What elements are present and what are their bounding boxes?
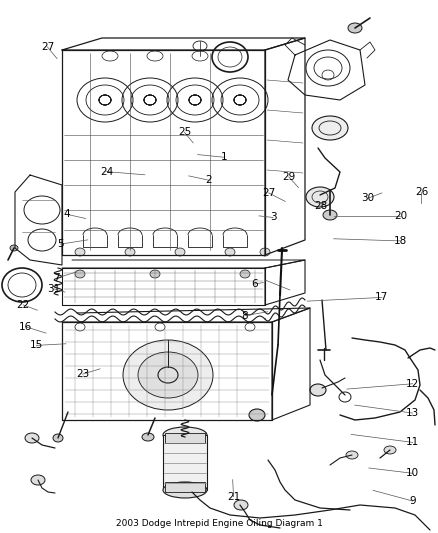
Ellipse shape — [311, 116, 347, 140]
Ellipse shape — [322, 210, 336, 220]
Text: 17: 17 — [374, 293, 388, 302]
Text: 29: 29 — [282, 172, 295, 182]
Text: 25: 25 — [177, 127, 191, 137]
Ellipse shape — [233, 500, 247, 510]
Text: 22: 22 — [17, 300, 30, 310]
Ellipse shape — [383, 446, 395, 454]
Ellipse shape — [248, 409, 265, 421]
Text: 27: 27 — [41, 42, 54, 52]
Text: 10: 10 — [405, 469, 418, 478]
Text: 18: 18 — [393, 236, 406, 246]
Text: 7: 7 — [53, 273, 60, 283]
Text: 9: 9 — [408, 496, 415, 506]
Ellipse shape — [75, 270, 85, 278]
Ellipse shape — [347, 23, 361, 33]
Ellipse shape — [31, 475, 45, 485]
Text: 27: 27 — [261, 188, 275, 198]
Ellipse shape — [345, 451, 357, 459]
Ellipse shape — [225, 248, 234, 256]
Text: 21: 21 — [226, 492, 240, 502]
Text: 8: 8 — [241, 311, 248, 320]
Ellipse shape — [309, 384, 325, 396]
Ellipse shape — [125, 248, 135, 256]
Text: 6: 6 — [251, 279, 258, 289]
Ellipse shape — [259, 248, 269, 256]
Text: 16: 16 — [19, 322, 32, 332]
Ellipse shape — [10, 245, 18, 251]
Ellipse shape — [138, 352, 198, 398]
Text: 1: 1 — [220, 152, 227, 162]
Text: 2: 2 — [205, 175, 212, 185]
Ellipse shape — [150, 270, 159, 278]
Ellipse shape — [75, 248, 85, 256]
Text: 3: 3 — [269, 213, 276, 222]
Text: 4: 4 — [63, 209, 70, 219]
Ellipse shape — [175, 248, 184, 256]
Bar — [162, 435, 207, 490]
Text: 11: 11 — [405, 438, 418, 447]
Ellipse shape — [53, 434, 63, 442]
Text: 24: 24 — [100, 167, 113, 176]
Text: 30: 30 — [360, 193, 374, 203]
Text: 28: 28 — [313, 201, 326, 211]
Ellipse shape — [162, 427, 207, 443]
Text: 26: 26 — [414, 187, 427, 197]
Ellipse shape — [141, 433, 154, 441]
Bar — [165, 482, 205, 492]
Ellipse shape — [123, 340, 212, 410]
Ellipse shape — [305, 187, 333, 207]
Bar — [165, 433, 205, 443]
Text: 12: 12 — [405, 379, 418, 389]
Text: 23: 23 — [76, 369, 89, 379]
Text: 5: 5 — [57, 239, 64, 249]
Ellipse shape — [162, 482, 207, 498]
Text: 2003 Dodge Intrepid Engine Oiling Diagram 1: 2003 Dodge Intrepid Engine Oiling Diagra… — [115, 519, 321, 528]
Ellipse shape — [25, 433, 39, 443]
Text: 15: 15 — [30, 341, 43, 350]
Text: 20: 20 — [393, 211, 406, 221]
Text: 31: 31 — [47, 284, 60, 294]
Ellipse shape — [240, 270, 249, 278]
Text: 13: 13 — [405, 408, 418, 418]
